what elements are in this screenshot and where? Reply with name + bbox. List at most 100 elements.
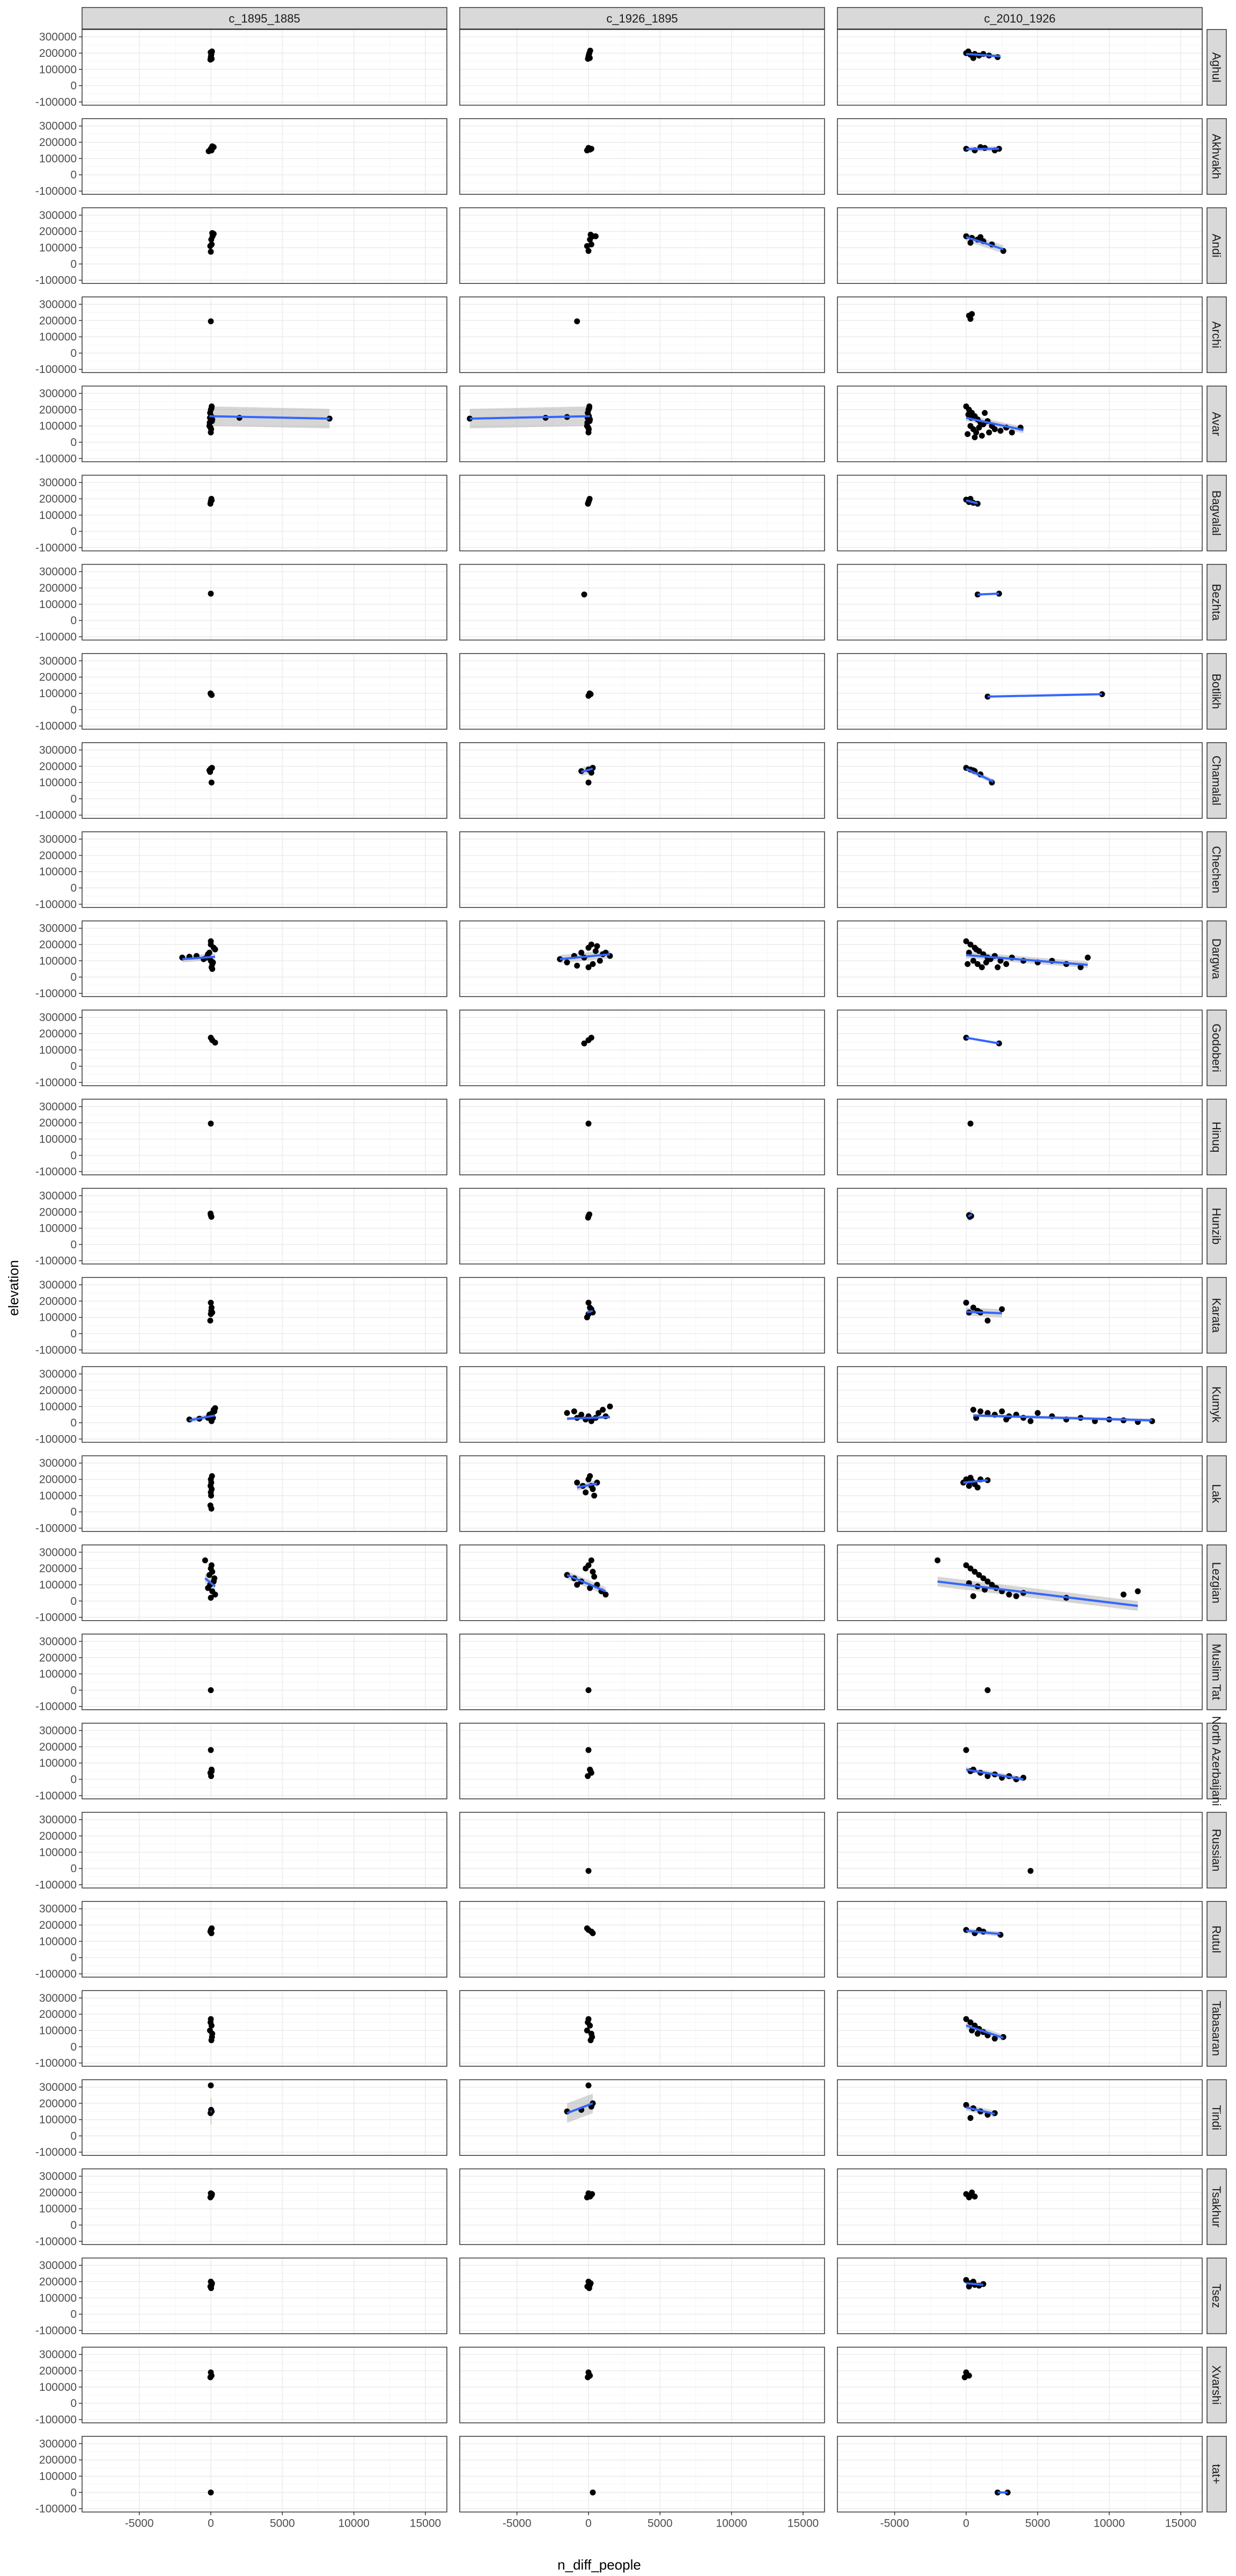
panel-background [82,1277,447,1353]
facet-panel [837,296,1203,374]
y-tick-label: 100000 [39,420,77,433]
panel-background [837,831,1202,908]
fit-line [966,1036,999,1045]
x-tick-label: 10000 [338,2518,369,2530]
panel-border [837,207,1203,284]
data-point [979,433,985,439]
data-point [207,690,214,697]
row-strip-label: Xvarshi [1210,2365,1223,2404]
facet-panel [837,2168,1203,2245]
y-tick-label: -100000 [35,2324,77,2337]
data-point [574,962,580,969]
y-tick-label: 300000 [39,387,77,400]
panel-background [82,2436,447,2512]
data-point [966,2194,972,2200]
y-tick-label: 300000 [39,1012,77,1024]
y-tick-label: 100000 [39,1935,77,1948]
data-point [585,1121,592,1127]
panel-background [837,2258,1202,2334]
data-point [588,145,594,152]
panel-border [459,742,825,819]
panel-border [837,1188,1203,1265]
y-tick-label: 200000 [39,1206,77,1218]
data-point [997,428,1004,434]
data-point [1003,961,1010,967]
y-tick-label: -100000 [35,1077,77,1089]
data-point [208,49,214,55]
facet-panel [459,29,825,106]
panel-background [460,475,825,551]
panel-border [459,1455,825,1532]
panel-border [837,1455,1203,1532]
panel-background [460,1010,825,1086]
data-point [207,1210,214,1217]
fit-line [204,1577,216,1587]
facet-panel [459,1812,825,1889]
facet-panel [82,1723,447,1799]
data-point [597,957,603,964]
panel-background [460,1099,825,1175]
facet-panel [82,207,447,284]
y-tick-label: 0 [70,1684,77,1696]
panel-background [837,119,1202,195]
panel-background [837,742,1202,818]
y-tick-label: 300000 [39,477,77,489]
panel-background [460,30,825,105]
facet-panel [459,1544,825,1621]
data-point [972,1569,978,1575]
panel-background [460,1455,825,1532]
facet-panel [82,2079,447,2156]
x-tick-label: -5000 [503,2518,532,2530]
data-point [586,55,593,61]
data-point [209,2280,215,2286]
data-point [208,1687,214,1693]
row-strip-label: Chechen [1210,846,1223,893]
y-tick-label: -100000 [35,1433,77,1445]
y-tick-label: 300000 [39,1635,77,1648]
data-point [209,1925,215,1931]
facet-panel [82,385,447,463]
data-point [207,243,214,249]
row-strip-label: North Azerbaijani [1210,1716,1223,1806]
facet-panel [837,742,1203,819]
panel-background [460,1545,825,1621]
panel-background [82,564,447,640]
fit-line [209,415,330,420]
panel-background [82,1455,447,1532]
x-tick-label: 5000 [648,2518,673,2530]
y-tick-label: 0 [70,2219,77,2231]
data-point [999,1306,1005,1313]
row-strip-label: Godoberi [1210,1023,1223,1072]
y-tick-label: 300000 [39,1190,77,1202]
panel-background [460,564,825,640]
data-point [208,2285,215,2292]
fit-line [566,2102,593,2114]
panel-border [837,2168,1203,2245]
data-point [973,946,980,953]
data-point [967,1475,974,1481]
y-tick-label: 300000 [39,1101,77,1113]
data-point [207,769,214,775]
facet-panel [837,1188,1203,1265]
y-tick-label: 200000 [39,850,77,862]
y-tick-label: 100000 [39,2381,77,2394]
y-tick-label: 200000 [39,2454,77,2467]
panel-border [82,385,447,463]
facet-panel [459,207,825,284]
row-strip-label: Tsakhur [1210,2186,1223,2227]
facet-panel [82,1009,447,1086]
y-tick-label: 100000 [39,241,77,254]
facet-panel [459,920,825,997]
row-strip [1206,1277,1227,1354]
facet-panel [82,2435,447,2513]
data-point [588,1418,594,1424]
data-point [607,1403,613,1410]
data-point [209,2191,215,2197]
row-strip [1206,2346,1227,2424]
fit-line [586,1309,593,1314]
data-point [986,429,992,436]
facet-panel [837,207,1203,284]
facet-panel [82,2257,447,2334]
data-point [970,1593,976,1599]
y-tick-label: 300000 [39,209,77,222]
